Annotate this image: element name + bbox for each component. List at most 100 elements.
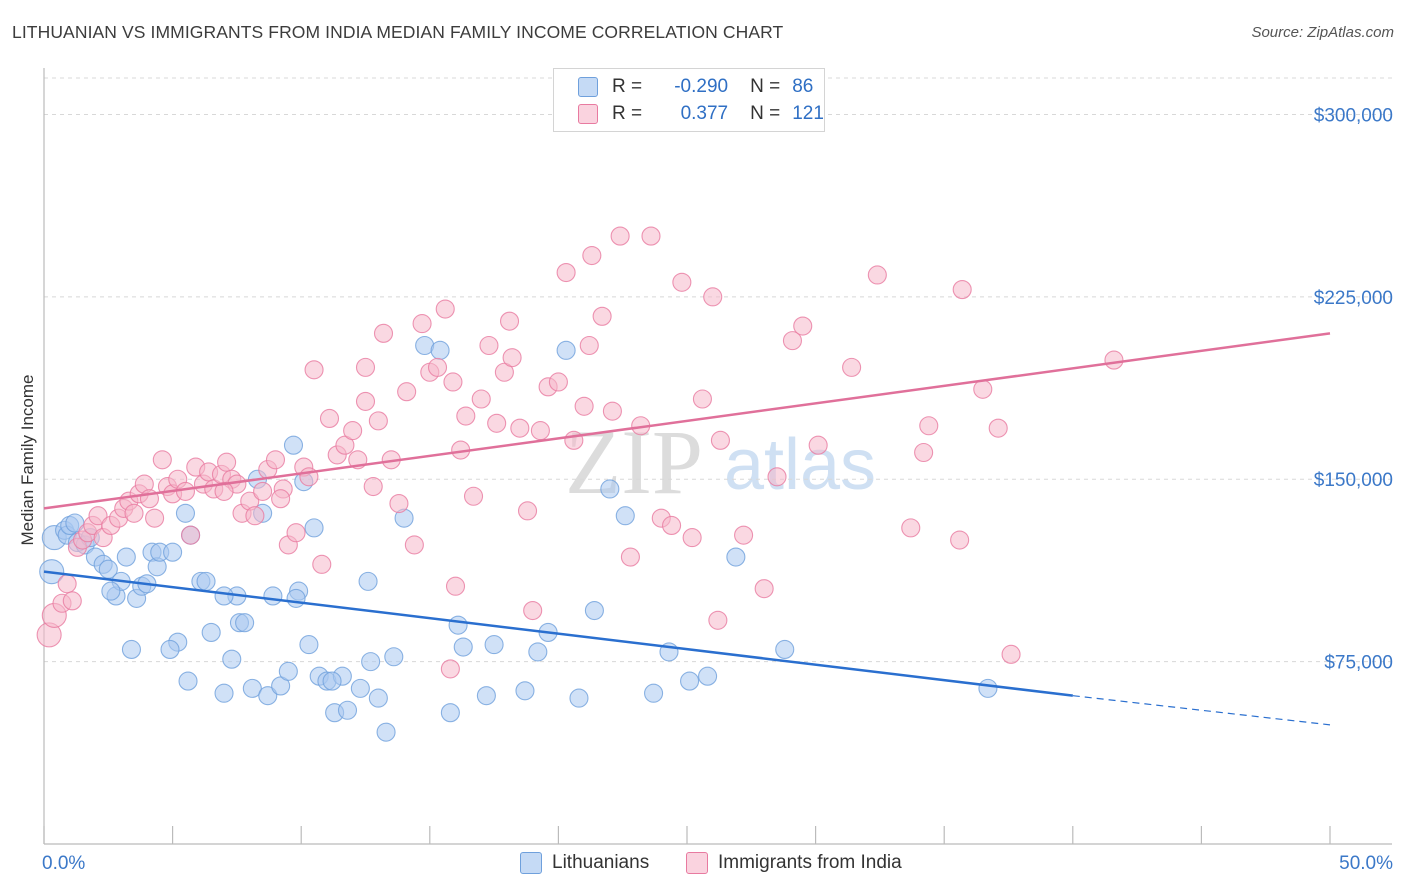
lithuanian-point	[515, 681, 535, 701]
india-point	[556, 262, 576, 283]
india-point	[319, 408, 340, 428]
india-point	[404, 535, 424, 555]
lithuanian-point	[430, 340, 450, 360]
lithuanian-point	[196, 571, 216, 591]
y-tick-label: $75,000	[1324, 653, 1393, 674]
india-point	[1001, 644, 1021, 664]
india-point	[523, 601, 543, 621]
india-point	[214, 481, 234, 501]
lithuanian-point	[258, 686, 278, 706]
lithuanian-point	[358, 571, 378, 591]
lithuanian-point	[116, 547, 136, 567]
lithuanian-point	[101, 581, 121, 601]
india-point	[253, 481, 273, 501]
lithuanian-point	[448, 615, 468, 635]
lithuanian-point	[644, 683, 664, 703]
india-point	[363, 476, 383, 497]
lithuanian-point	[160, 639, 180, 660]
lithuanians-legend-label: Lithuanians	[552, 852, 650, 873]
india-point	[682, 528, 702, 548]
lithuanian-point	[286, 588, 306, 608]
lithuanian-point	[600, 479, 620, 499]
lithuanian-point	[584, 601, 604, 621]
india-point	[548, 372, 568, 392]
india-legend-swatch	[686, 852, 708, 874]
lithuanian-point	[235, 613, 255, 633]
lithuanian-point	[178, 671, 198, 691]
india-point	[708, 610, 728, 630]
india-point	[867, 265, 887, 285]
india-point	[373, 323, 394, 343]
y-tick-label: $225,000	[1314, 288, 1393, 309]
lithuanian-point	[476, 686, 496, 706]
lithuanians-trend-line	[43, 570, 1073, 697]
lithuanians-swatch	[578, 77, 598, 97]
india-point	[919, 416, 939, 436]
india-point	[389, 494, 409, 514]
india-point	[88, 506, 108, 526]
r-label: R =	[612, 76, 643, 97]
india-point	[510, 418, 530, 438]
india-point	[620, 547, 640, 567]
india-point	[265, 450, 286, 470]
lithuanian-point	[299, 635, 319, 655]
lithuanian-point	[680, 671, 700, 691]
lithuanian-point	[121, 639, 141, 660]
series-legend: Lithuanians Immigrants from India	[0, 852, 1406, 878]
lithuanian-point	[698, 666, 718, 686]
india-point	[271, 489, 291, 509]
india-point	[62, 591, 82, 611]
india-point	[435, 299, 455, 319]
lithuanian-point	[569, 688, 589, 708]
india-point	[952, 280, 972, 300]
india-point	[343, 421, 363, 441]
lithuanian-point	[361, 652, 381, 672]
india-point	[754, 579, 774, 599]
r-value: 0.377	[680, 103, 729, 124]
india-point	[602, 401, 622, 421]
india-point	[175, 481, 196, 501]
lithuanian-point	[214, 586, 234, 606]
india-point	[592, 306, 612, 326]
lithuanians-legend-swatch	[520, 852, 542, 874]
india-point	[901, 518, 921, 538]
india-point	[124, 503, 144, 523]
india-point	[57, 574, 77, 594]
lithuanian-point	[278, 661, 298, 681]
india-point	[692, 389, 712, 409]
india-point	[914, 442, 934, 463]
india-point	[582, 245, 602, 266]
india-point	[610, 226, 630, 246]
india-point	[672, 272, 692, 292]
lithuanian-point	[376, 722, 396, 742]
india-point	[312, 554, 332, 574]
lithuanians-trend-line-extension	[1072, 695, 1331, 726]
india-point	[304, 360, 324, 380]
india-point	[734, 525, 754, 545]
india-point	[793, 316, 813, 336]
lithuanian-point	[175, 503, 196, 523]
n-value: 121	[792, 103, 824, 124]
india-point	[1104, 350, 1124, 370]
india-point	[499, 311, 520, 331]
india-point	[517, 501, 538, 521]
lithuanian-point	[222, 649, 242, 669]
y-tick-label: $150,000	[1314, 470, 1393, 491]
india-point	[641, 226, 661, 246]
n-label: N =	[750, 76, 781, 97]
india-point	[181, 525, 201, 545]
legend-row-lithuanians: R = -0.290 N = 86	[578, 75, 813, 99]
lithuanian-point	[283, 435, 304, 455]
lithuanian-point	[726, 547, 746, 567]
x-tick-label-min: 0.0%	[42, 853, 85, 874]
lithuanian-point	[528, 642, 548, 662]
lithuanian-point	[615, 506, 635, 526]
india-point	[662, 515, 682, 535]
lithuanian-point	[384, 647, 404, 667]
india-point	[950, 530, 970, 550]
lithuanian-point	[556, 340, 576, 360]
lithuanian-point	[484, 635, 504, 655]
lithuanian-point	[304, 518, 324, 538]
india-point	[456, 406, 476, 426]
